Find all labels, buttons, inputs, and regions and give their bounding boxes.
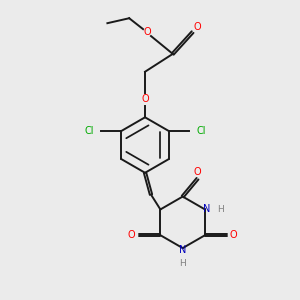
Text: H: H bbox=[179, 260, 186, 268]
Text: O: O bbox=[143, 27, 151, 37]
Text: O: O bbox=[128, 230, 136, 240]
Text: Cl: Cl bbox=[85, 126, 94, 136]
Text: O: O bbox=[194, 167, 201, 177]
Text: N: N bbox=[179, 245, 186, 255]
Text: O: O bbox=[230, 230, 238, 240]
Text: N: N bbox=[203, 204, 211, 214]
Text: O: O bbox=[194, 22, 201, 32]
Text: O: O bbox=[141, 94, 149, 104]
Text: H: H bbox=[218, 205, 224, 214]
Text: Cl: Cl bbox=[196, 126, 206, 136]
